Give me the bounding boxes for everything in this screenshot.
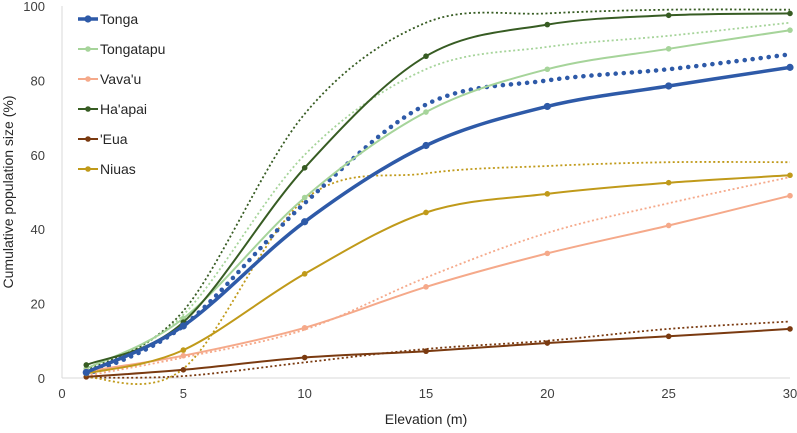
point-eua xyxy=(423,348,429,355)
point-eua xyxy=(180,367,187,373)
point-haapai xyxy=(83,362,90,368)
series-dotted-haapai xyxy=(85,8,791,372)
y-tick-label: 0 xyxy=(38,371,45,386)
point-niuas xyxy=(544,191,551,197)
point-tongatapu xyxy=(544,66,551,73)
y-tick-label: 80 xyxy=(31,73,45,88)
solid-series-lines xyxy=(82,10,794,380)
point-tongatapu xyxy=(787,27,793,33)
point-tongatapu xyxy=(301,194,308,201)
legend-swatch-marker xyxy=(84,15,92,23)
legend-label: Tonga xyxy=(100,11,138,27)
point-haapai xyxy=(544,21,551,28)
point-tongatapu xyxy=(423,109,429,115)
point-eua xyxy=(665,333,672,340)
legend-label: Niuas xyxy=(100,161,136,177)
point-eua xyxy=(301,354,308,361)
legend: Tonga Tongatapu Vava'u Ha'apai 'Eua Niuas xyxy=(78,11,165,177)
legend-label: Tongatapu xyxy=(100,41,165,57)
legend-item-niuas: Niuas xyxy=(78,161,136,177)
legend-label: 'Eua xyxy=(100,131,128,147)
point-tonga xyxy=(786,63,794,71)
x-tick-label: 20 xyxy=(540,386,554,401)
point-haapai xyxy=(787,10,793,17)
x-tick-label: 25 xyxy=(661,386,675,401)
legend-item-eua: 'Eua xyxy=(78,131,128,147)
point-tonga xyxy=(179,322,187,330)
series-dotted-tonga xyxy=(84,52,793,378)
point-vavau xyxy=(544,250,551,257)
y-tick-label: 100 xyxy=(23,0,45,14)
point-haapai xyxy=(301,165,308,171)
legend-swatch-marker xyxy=(85,106,91,112)
legend-swatch-marker xyxy=(85,166,91,172)
x-tick-label: 15 xyxy=(419,386,433,401)
point-haapai xyxy=(665,12,672,19)
point-haapai xyxy=(423,53,429,60)
legend-label: Ha'apai xyxy=(100,101,147,117)
point-niuas xyxy=(301,271,308,277)
legend-swatch-marker xyxy=(85,46,91,52)
legend-item-tonga: Tonga xyxy=(78,11,138,27)
point-eua xyxy=(787,326,793,332)
series-dotted-niuas xyxy=(86,161,791,385)
point-tonga xyxy=(543,102,551,111)
legend-label: Vava'u xyxy=(100,71,141,87)
series-dotted-vavau xyxy=(86,176,791,377)
point-vavau xyxy=(180,352,187,359)
point-tongatapu xyxy=(665,45,672,52)
y-axis-title: Cumulative population size (%) xyxy=(0,96,16,289)
point-tonga xyxy=(82,368,90,377)
dotted-series-lines xyxy=(84,8,793,385)
point-tonga xyxy=(665,82,673,90)
y-tick-label: 60 xyxy=(31,148,45,163)
point-vavau xyxy=(301,324,308,331)
point-niuas xyxy=(423,209,429,216)
y-tick-label: 20 xyxy=(31,297,45,312)
point-niuas xyxy=(180,347,187,353)
x-tick-label: 30 xyxy=(783,386,797,401)
series-line-eua xyxy=(85,327,791,378)
legend-item-tongatapu: Tongatapu xyxy=(78,41,165,57)
series-line-tonga xyxy=(84,65,792,375)
legend-item-haapai: Ha'apai xyxy=(78,101,147,117)
legend-swatch-marker xyxy=(85,76,91,82)
x-tick-label: 5 xyxy=(180,386,187,401)
point-niuas xyxy=(665,179,672,186)
y-tick-label: 40 xyxy=(31,222,45,237)
x-axis-title: Elevation (m) xyxy=(385,411,467,427)
series-line-niuas xyxy=(85,174,791,375)
point-vavau xyxy=(787,192,793,199)
point-vavau xyxy=(423,284,429,290)
point-niuas xyxy=(787,172,793,179)
x-tick-label: 0 xyxy=(58,386,65,401)
y-tick-labels: 0 20 40 60 80 100 xyxy=(23,0,45,386)
point-eua xyxy=(544,340,551,346)
legend-swatch-marker xyxy=(85,136,91,142)
x-tick-label: 10 xyxy=(297,386,311,401)
legend-item-vavau: Vava'u xyxy=(78,71,141,87)
point-tonga xyxy=(301,218,309,226)
point-tonga xyxy=(422,141,430,150)
x-tick-labels: 0 5 10 15 20 25 30 xyxy=(58,386,797,401)
point-vavau xyxy=(665,222,672,229)
